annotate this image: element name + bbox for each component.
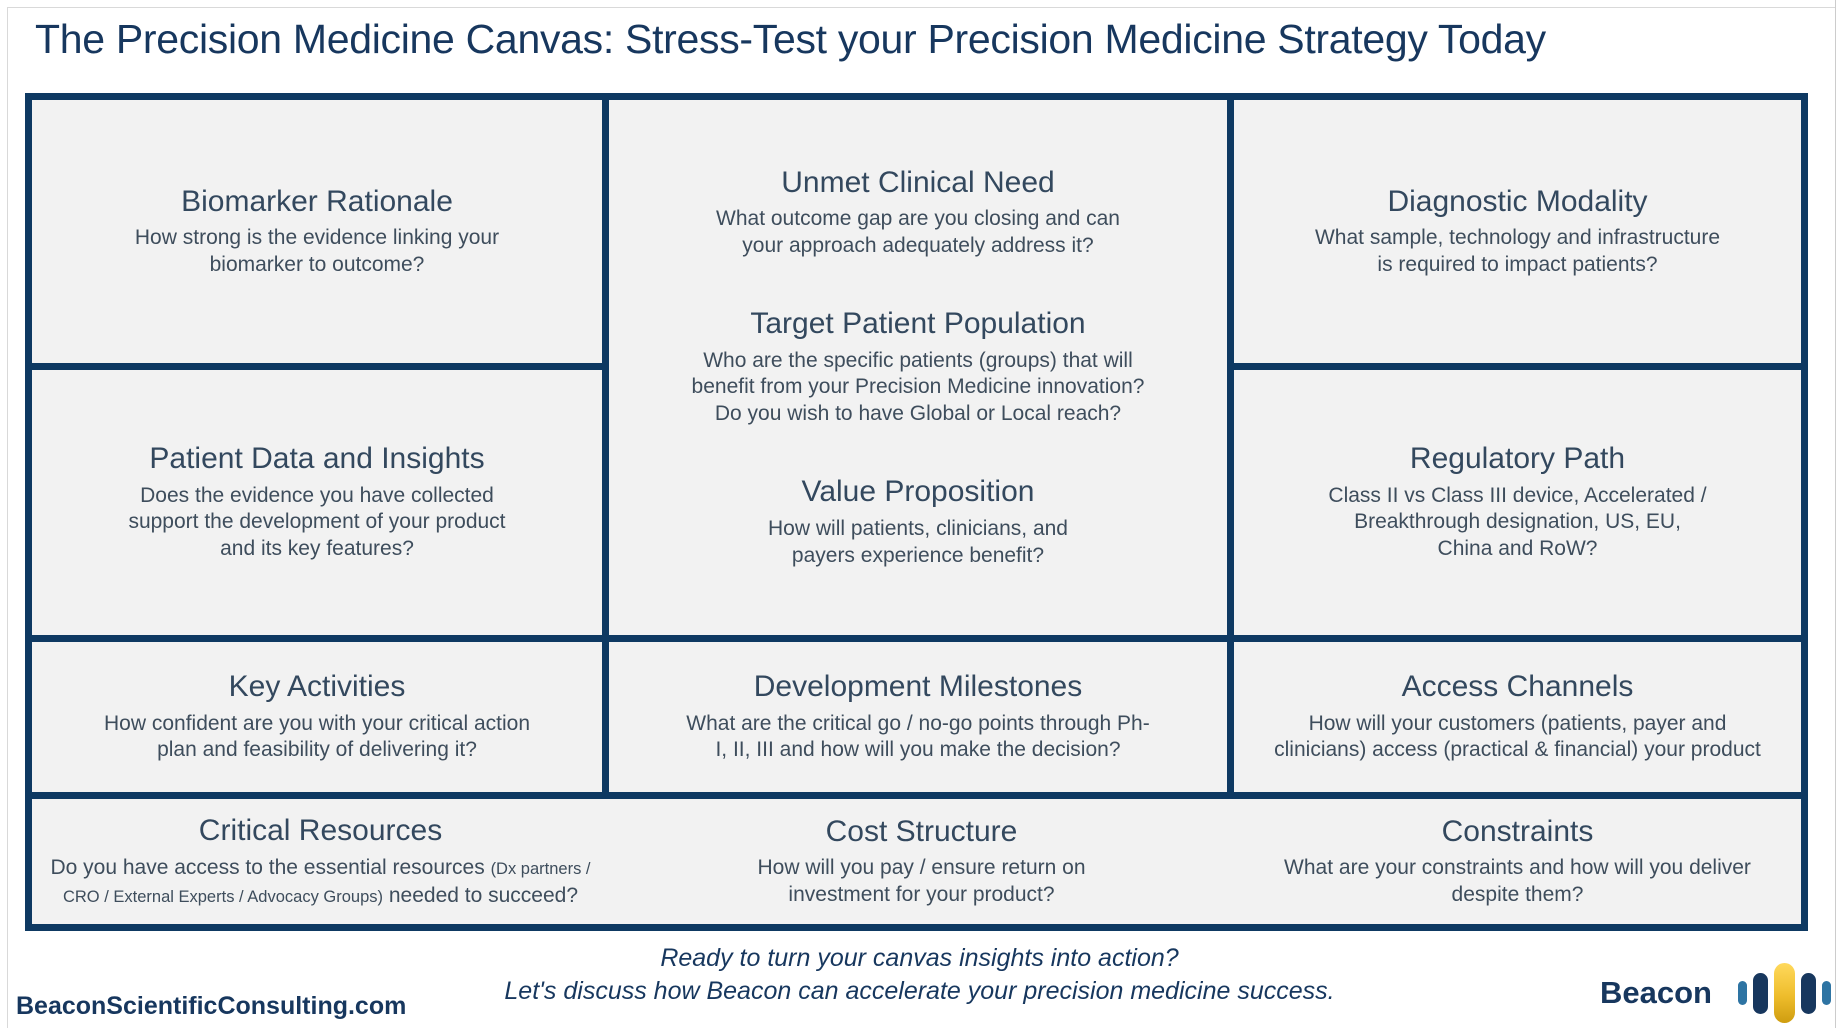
section-cost-structure: Cost Structure How will you pay / ensure… [609,799,1234,924]
cell-title: Constraints [1441,814,1594,848]
footer-cta-line2: Let's discuss how Beacon can accelerate … [504,977,1335,1005]
beacon-bar-icon [1774,963,1795,1023]
cell-title: Unmet Clinical Need [781,165,1055,199]
section-target-patient-population: Target Patient Population Who are the sp… [692,307,1145,427]
beacon-bars-icon [1738,962,1831,1024]
website-text: BeaconScientificConsulting.com [16,992,407,1020]
beacon-bar-icon [1753,972,1768,1014]
section-value-proposition: Value Proposition How will patients, cli… [768,475,1068,569]
cell-desc: Does the evidence you have collected sup… [128,483,506,561]
cell-desc: What are your constraints and how will y… [1284,856,1751,906]
slide-frame-top [7,7,1835,8]
beacon-bar-icon [1738,981,1747,1005]
canvas-grid: Biomarker Rationale How strong is the ev… [25,93,1808,931]
cell-desc: What outcome gap are you closing and can… [716,207,1120,257]
footer-cta-line1: Ready to turn your canvas insights into … [660,944,1179,972]
cell-desc: How will patients, clinicians, and payer… [768,516,1068,567]
cell-diagnostic-modality: Diagnostic Modality What sample, technol… [1234,100,1801,363]
section-critical-resources: Critical Resources Do you have access to… [32,799,609,924]
cell-title: Regulatory Path [1409,442,1626,476]
section-unmet-clinical-need: Unmet Clinical Need What outcome gap are… [716,166,1120,260]
slide-frame-left [7,7,8,1028]
cell-key-activities: Key Activities How confident are you wit… [32,642,602,792]
cell-title: Patient Data and Insights [149,442,485,476]
cell-title: Target Patient Population [750,307,1086,341]
cell-title: Critical Resources [198,813,443,847]
cell-desc: How will you pay / ensure return on inve… [757,856,1086,906]
cell-desc: How will your customers (patients, payer… [1274,711,1761,762]
cell-center-column: Unmet Clinical Need What outcome gap are… [609,100,1227,635]
page-title: The Precision Medicine Canvas: Stress-Te… [35,16,1546,62]
cell-development-milestones: Development Milestones What are the crit… [609,642,1227,792]
cell-regulatory-path: Regulatory Path Class II vs Class III de… [1234,370,1801,635]
cell-title: Biomarker Rationale [181,184,453,218]
cell-desc: How confident are you with your critical… [103,711,531,762]
beacon-bar-icon [1801,972,1816,1014]
cell-desc: Do you have access to the essential reso… [50,856,591,907]
section-constraints: Constraints What are your constraints an… [1234,799,1801,924]
cell-desc: What are the critical go / no-go points … [686,711,1150,762]
beacon-logo: Beacon [1600,962,1831,1024]
cell-access-channels: Access Channels How will your customers … [1234,642,1801,792]
cell-desc: How strong is the evidence linking your … [134,226,500,276]
cell-title: Diagnostic Modality [1387,184,1648,218]
beacon-bar-icon [1822,981,1831,1005]
cell-desc: Class II vs Class III device, Accelerate… [1328,483,1707,561]
cell-biomarker-rationale: Biomarker Rationale How strong is the ev… [32,100,602,363]
cell-title: Key Activities [228,670,406,704]
cell-title: Value Proposition [801,475,1035,509]
cell-desc: What sample, technology and infrastructu… [1314,226,1721,276]
cell-patient-data-and-insights: Patient Data and Insights Does the evide… [32,370,602,635]
slide-frame-right [1835,0,1836,1028]
beacon-wordmark: Beacon [1600,975,1712,1010]
footer-cta: Ready to turn your canvas insights into … [0,942,1839,1008]
cell-title: Access Channels [1401,670,1634,704]
cell-title: Cost Structure [825,814,1018,848]
cell-desc: Who are the specific patients (groups) t… [691,348,1145,426]
bottom-row: Critical Resources Do you have access to… [32,799,1801,924]
cell-title: Development Milestones [753,670,1083,704]
